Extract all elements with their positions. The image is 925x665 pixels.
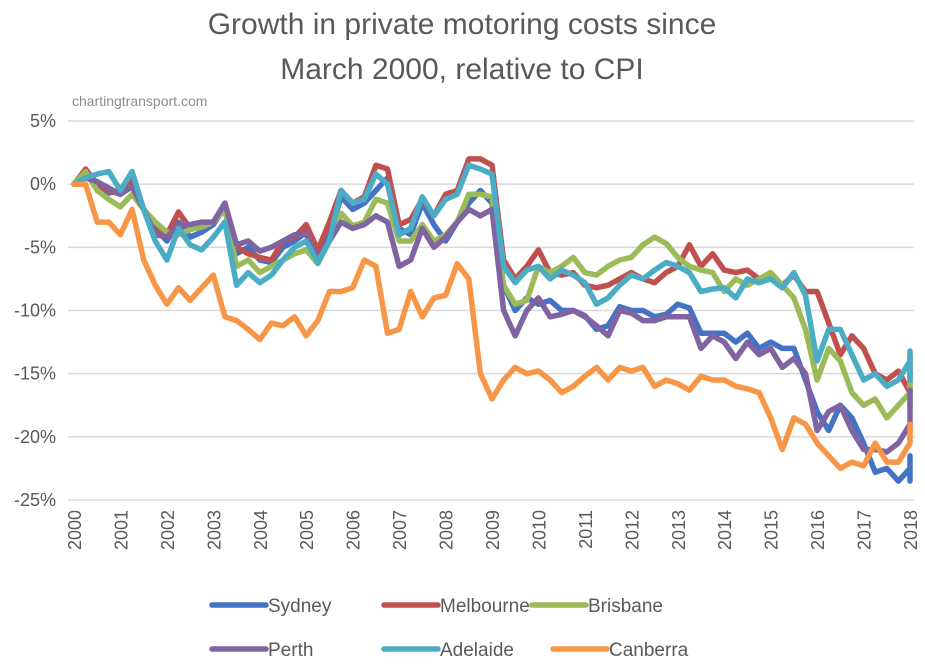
x-tick-label: 2017	[855, 510, 875, 550]
series-line-adelaide	[71, 162, 913, 390]
chart-title-line-2: March 2000, relative to CPI	[280, 53, 644, 86]
legend-label: Sydney	[268, 596, 332, 617]
gridlines	[68, 120, 914, 501]
watermark: chartingtransport.com	[72, 93, 207, 109]
y-tick-label: -10%	[14, 301, 56, 321]
x-tick-label: 2007	[390, 510, 410, 550]
series-line-canberra	[71, 181, 913, 472]
legend-item-brisbane: Brisbane	[529, 596, 663, 617]
y-tick-label: 5%	[30, 111, 56, 131]
legend-item-melbourne: Melbourne	[381, 596, 530, 617]
legend-item-perth: Perth	[209, 640, 313, 661]
y-tick-label: -15%	[14, 364, 56, 384]
x-tick-label: 2010	[529, 510, 549, 550]
y-tick-label: 0%	[30, 174, 56, 194]
x-tick-label: 2004	[251, 510, 271, 550]
x-tick-label: 2012	[622, 510, 642, 550]
x-tick-label: 2006	[344, 510, 364, 550]
legend-item-canberra: Canberra	[550, 640, 689, 661]
legend: Sydney Melbourne Brisbane Perth Adelaide Canb…	[209, 596, 689, 661]
plot-area	[71, 156, 913, 484]
x-tick-label: 2009	[483, 510, 503, 550]
x-tick-label: 2002	[158, 510, 178, 550]
legend-item-adelaide: Adelaide	[381, 640, 514, 661]
x-tick-label: 2000	[65, 510, 85, 550]
y-axis: 5% 0% -5% -10% -15% -20% -25%	[14, 111, 56, 510]
chart-title-line-1: Growth in private motoring costs since	[208, 8, 717, 41]
series-line-perth	[71, 175, 913, 455]
x-tick-label: 2003	[204, 510, 224, 550]
x-tick-label: 2008	[437, 510, 457, 550]
x-tick-label: 2001	[111, 510, 131, 550]
x-tick-label: 2013	[669, 510, 689, 550]
x-tick-label: 2016	[808, 510, 828, 550]
y-tick-label: -20%	[14, 427, 56, 447]
legend-label: Adelaide	[440, 640, 514, 661]
x-tick-label: 2005	[297, 510, 317, 550]
legend-label: Brisbane	[588, 596, 663, 617]
y-tick-label: -5%	[24, 237, 56, 257]
x-axis: 2000 2001 2002 2003 2004 2005 2006 2007 2008 2009…	[65, 510, 921, 550]
legend-label: Melbourne	[440, 596, 530, 617]
legend-label: Canberra	[609, 640, 689, 661]
x-tick-label: 2011	[576, 510, 596, 549]
legend-item-sydney: Sydney	[209, 596, 332, 617]
x-tick-label: 2018	[901, 510, 921, 550]
x-tick-label: 2015	[762, 510, 782, 550]
legend-label: Perth	[268, 640, 313, 661]
x-tick-label: 2014	[715, 510, 735, 550]
y-tick-label: -25%	[14, 490, 56, 510]
